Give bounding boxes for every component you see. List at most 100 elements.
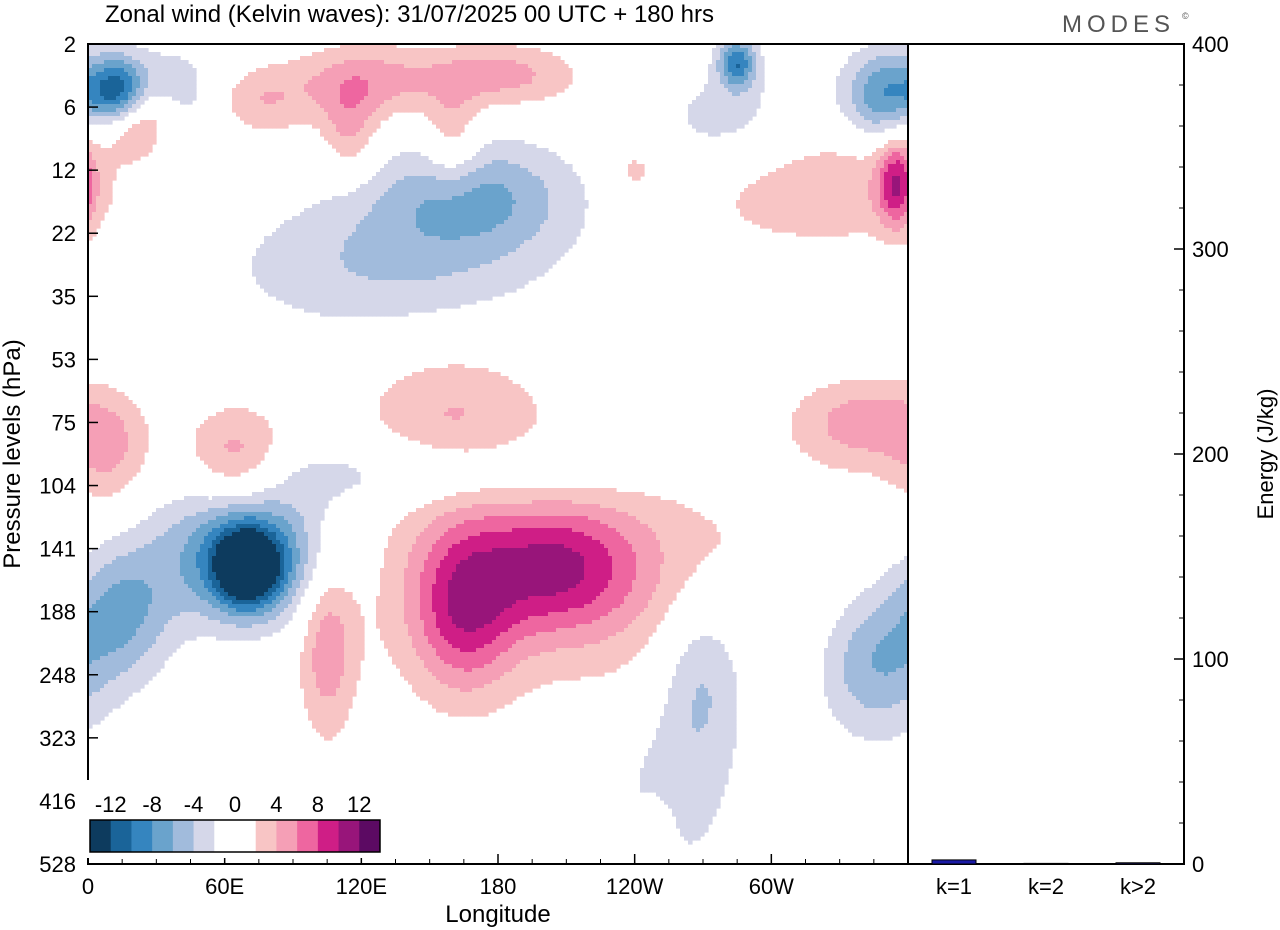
heatmap-cell bbox=[768, 220, 773, 225]
heatmap-cell bbox=[500, 208, 505, 213]
heatmap-cell bbox=[436, 208, 441, 213]
heatmap-cell bbox=[724, 100, 729, 105]
heatmap-cell bbox=[384, 180, 389, 185]
heatmap-cell bbox=[888, 220, 893, 225]
heatmap-cell bbox=[556, 220, 561, 225]
heatmap-cell bbox=[540, 208, 545, 213]
heatmap-cell bbox=[552, 64, 557, 69]
heatmap-cell bbox=[432, 68, 437, 73]
heatmap-cell bbox=[892, 156, 897, 161]
heatmap-cell bbox=[792, 228, 797, 233]
heatmap-cell bbox=[344, 48, 349, 53]
heatmap-cell bbox=[860, 52, 865, 57]
heatmap-cell bbox=[104, 164, 109, 169]
heatmap-cell bbox=[176, 72, 181, 77]
heatmap-cell bbox=[400, 92, 405, 97]
heatmap-cell bbox=[856, 212, 861, 217]
heatmap-cell bbox=[420, 184, 425, 189]
heatmap-cell bbox=[788, 184, 793, 189]
heatmap-cell bbox=[888, 176, 893, 181]
heatmap-cell bbox=[568, 224, 573, 229]
heatmap-cell bbox=[876, 148, 881, 153]
heatmap-cell bbox=[528, 68, 533, 73]
heatmap-cell bbox=[324, 108, 329, 113]
heatmap-cell bbox=[724, 104, 729, 109]
heatmap-cell bbox=[732, 112, 737, 117]
heatmap-cell bbox=[356, 192, 361, 197]
heatmap-cell bbox=[256, 124, 261, 129]
heatmap-cell bbox=[900, 208, 905, 213]
heatmap-cell bbox=[444, 220, 449, 225]
heatmap-cell bbox=[824, 160, 829, 165]
heatmap-cell bbox=[488, 220, 493, 225]
heatmap-cell bbox=[396, 192, 401, 197]
heatmap-cell bbox=[396, 88, 401, 93]
heatmap-cell bbox=[504, 100, 509, 105]
heatmap-cell bbox=[564, 232, 569, 237]
heatmap-cell bbox=[568, 172, 573, 177]
heatmap-cell bbox=[876, 164, 881, 169]
heatmap-cell bbox=[884, 204, 889, 209]
heatmap-cell bbox=[784, 164, 789, 169]
heatmap-cell bbox=[872, 104, 877, 109]
heatmap-cell bbox=[100, 68, 105, 73]
heatmap-cell bbox=[328, 84, 333, 89]
heatmap-cell bbox=[564, 208, 569, 213]
heatmap-cell bbox=[432, 80, 437, 85]
heatmap-cell bbox=[708, 104, 713, 109]
heatmap-cell bbox=[88, 144, 93, 149]
heatmap-cell bbox=[552, 220, 557, 225]
heatmap-cell bbox=[424, 192, 429, 197]
heatmap-cell bbox=[716, 48, 721, 53]
heatmap-cell bbox=[176, 64, 181, 69]
heatmap-cell bbox=[900, 52, 905, 57]
heatmap-cell bbox=[344, 216, 349, 221]
heatmap-cell bbox=[560, 232, 565, 237]
heatmap-cell bbox=[308, 88, 313, 93]
heatmap-cell bbox=[528, 144, 533, 149]
heatmap-cell bbox=[484, 76, 489, 81]
heatmap-cell bbox=[116, 44, 121, 49]
heatmap-cell bbox=[284, 100, 289, 105]
heatmap-cell bbox=[836, 92, 841, 97]
heatmap-cell bbox=[500, 80, 505, 85]
heatmap-cell bbox=[532, 164, 537, 169]
heatmap-cell bbox=[628, 172, 633, 177]
heatmap-cell bbox=[408, 88, 413, 93]
heatmap-cell bbox=[360, 44, 365, 49]
heatmap-cell bbox=[496, 184, 501, 189]
heatmap-cell bbox=[328, 72, 333, 77]
heatmap-cell bbox=[828, 220, 833, 225]
heatmap-cell bbox=[336, 140, 341, 145]
heatmap-cell bbox=[772, 204, 777, 209]
heatmap-cell bbox=[172, 96, 177, 101]
heatmap-cell bbox=[400, 156, 405, 161]
heatmap-cell bbox=[808, 208, 813, 213]
heatmap-cell bbox=[340, 60, 345, 65]
heatmap-cell bbox=[364, 68, 369, 73]
heatmap-cell bbox=[864, 72, 869, 77]
heatmap-cell bbox=[792, 224, 797, 229]
heatmap-cell bbox=[576, 200, 581, 205]
heatmap-cell bbox=[280, 64, 285, 69]
heatmap-cell bbox=[812, 188, 817, 193]
heatmap-cell bbox=[408, 216, 413, 221]
heatmap-cell bbox=[524, 208, 529, 213]
heatmap-cell bbox=[548, 88, 553, 93]
heatmap-cell bbox=[880, 116, 885, 121]
heatmap-cell bbox=[884, 112, 889, 117]
heatmap-cell bbox=[796, 176, 801, 181]
heatmap-cell bbox=[552, 196, 557, 201]
heatmap-cell bbox=[160, 72, 165, 77]
heatmap-cell bbox=[896, 68, 901, 73]
heatmap-cell bbox=[828, 208, 833, 213]
heatmap-cell bbox=[120, 48, 125, 53]
heatmap-cell bbox=[244, 108, 249, 113]
heatmap-cell bbox=[784, 172, 789, 177]
heatmap-cell bbox=[456, 100, 461, 105]
heatmap-cell bbox=[480, 212, 485, 217]
heatmap-cell bbox=[556, 228, 561, 233]
heatmap-cell bbox=[808, 168, 813, 173]
heatmap-cell bbox=[492, 140, 497, 145]
heatmap-cell bbox=[368, 232, 373, 237]
